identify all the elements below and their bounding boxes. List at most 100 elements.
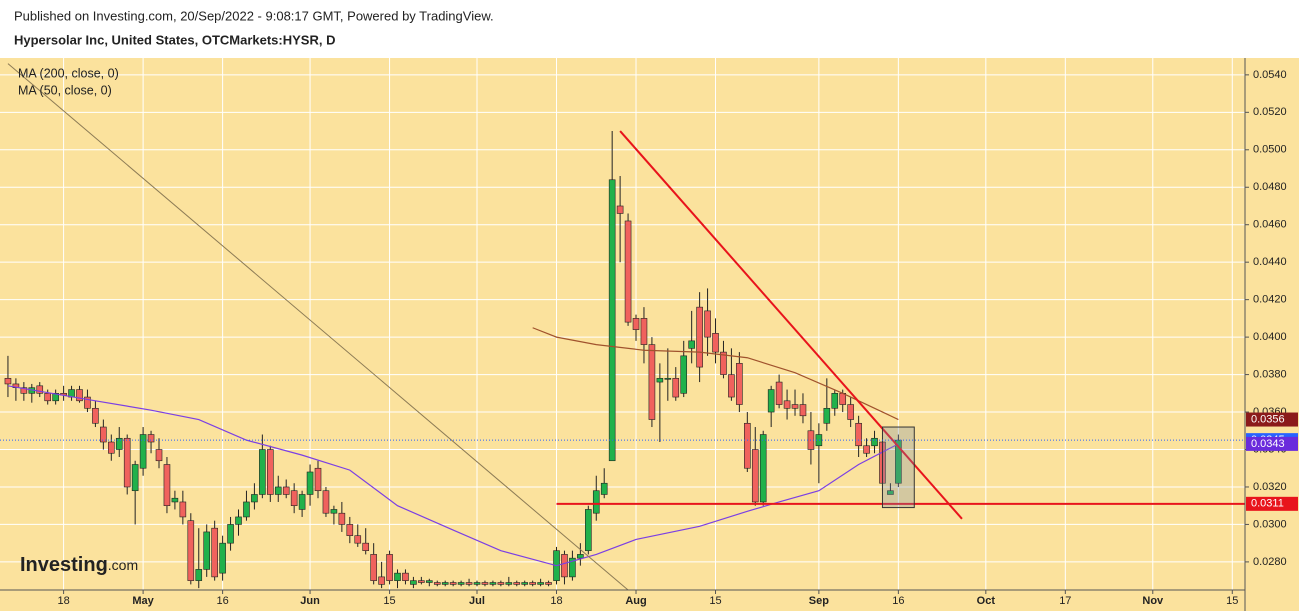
price-label-bg xyxy=(1246,496,1298,511)
x-tick-label: Aug xyxy=(625,595,646,607)
candle-body xyxy=(155,449,163,462)
candle-body xyxy=(767,389,775,413)
candle-body xyxy=(577,554,584,559)
candle-body xyxy=(680,355,688,394)
candle-body xyxy=(640,318,648,345)
candle-body xyxy=(632,318,640,330)
candle-body xyxy=(592,490,600,514)
x-tick-label: Jul xyxy=(469,595,485,607)
candle-body xyxy=(656,378,664,383)
logo-suffix: .com xyxy=(108,557,138,573)
x-tick-label: Jun xyxy=(300,595,320,607)
x-tick-label: 17 xyxy=(1059,595,1071,607)
candle-body xyxy=(290,490,298,507)
candle-body xyxy=(616,205,624,214)
candle-body xyxy=(203,531,211,570)
moving-average xyxy=(532,327,899,421)
candle-body xyxy=(362,542,370,551)
candle-body xyxy=(235,516,242,525)
candle-body xyxy=(211,527,218,578)
candle-body xyxy=(243,501,250,518)
candle-body xyxy=(871,437,878,447)
highlight-box xyxy=(881,426,915,509)
y-tick-label: 0.0280 xyxy=(1253,556,1287,568)
candle-body xyxy=(783,400,791,409)
logo: Investing.com xyxy=(20,554,138,576)
candle-body xyxy=(433,582,441,585)
header-bg xyxy=(0,0,1299,58)
candle-body xyxy=(227,524,234,544)
y-tick-label: 0.0380 xyxy=(1253,368,1287,380)
candle-body xyxy=(648,344,656,420)
candle-body xyxy=(179,501,187,518)
candle-body xyxy=(839,393,847,405)
candle-body xyxy=(100,426,107,443)
candle-body xyxy=(123,437,131,488)
price-label: 0.0356 xyxy=(1251,413,1285,425)
candle-body xyxy=(386,554,393,581)
symbol-title: Hypersolar Inc, United States, OTCMarket… xyxy=(14,32,335,47)
candle-body xyxy=(561,554,568,578)
candle-body xyxy=(4,378,12,385)
x-tick-label: 15 xyxy=(709,595,721,607)
trend-line xyxy=(7,63,629,590)
candle-body xyxy=(863,445,870,454)
candle-body xyxy=(394,572,401,581)
y-tick-label: 0.0400 xyxy=(1253,331,1287,343)
x-tick-label: Nov xyxy=(1142,595,1164,607)
candle-body xyxy=(751,449,759,503)
x-tick-label: 16 xyxy=(892,595,904,607)
y-tick-label: 0.0480 xyxy=(1253,181,1287,193)
price-label-bg xyxy=(1246,412,1298,427)
y-tick-label: 0.0520 xyxy=(1253,106,1287,118)
candle-body xyxy=(847,404,854,420)
y-tick-label: 0.0320 xyxy=(1253,481,1287,493)
candle-body xyxy=(418,580,425,583)
x-tick-label: May xyxy=(132,595,154,607)
candle-body xyxy=(521,582,529,585)
x-tick-label: 18 xyxy=(57,595,69,607)
candle-body xyxy=(688,340,695,349)
trend-line xyxy=(619,130,963,520)
price-label: 0.0311 xyxy=(1251,498,1284,510)
price-label: 0.0343 xyxy=(1251,438,1285,450)
candle-body xyxy=(259,449,266,495)
logo-main: Investing xyxy=(20,554,108,576)
candle-body xyxy=(895,439,902,484)
candle-body xyxy=(624,220,632,323)
candle-body xyxy=(274,486,282,495)
candle-body xyxy=(831,393,839,409)
candle-body xyxy=(569,557,576,578)
candle-body xyxy=(441,582,449,585)
candle-body xyxy=(354,535,362,544)
candle-body xyxy=(664,378,672,380)
legend-entry: MA (200, close, 0) xyxy=(18,66,119,80)
candle-body xyxy=(529,582,536,585)
x-tick-label: Oct xyxy=(977,595,996,607)
candle-body xyxy=(346,524,354,536)
candle-body xyxy=(720,351,727,375)
candle-body xyxy=(823,407,831,424)
candle-body xyxy=(712,333,719,353)
price-label-bg xyxy=(1246,436,1298,451)
candle-body xyxy=(36,385,44,394)
candle-body xyxy=(513,582,521,585)
y-tick-label: 0.0420 xyxy=(1253,294,1287,306)
candle-body xyxy=(465,582,473,585)
candle-body xyxy=(600,482,608,495)
y-tick-label: 0.0440 xyxy=(1253,256,1287,268)
candle-body xyxy=(704,310,711,338)
y-tick-label: 0.0540 xyxy=(1253,69,1287,81)
candle-body xyxy=(378,576,385,585)
candle-body xyxy=(76,389,83,402)
candle-body xyxy=(473,582,481,585)
candle-body xyxy=(163,464,171,507)
candle-body xyxy=(736,363,743,405)
x-tick-label: 15 xyxy=(383,595,395,607)
candle-body xyxy=(489,582,497,585)
candle-body xyxy=(775,381,783,405)
candle-body xyxy=(887,490,894,495)
plot-area xyxy=(0,63,1245,590)
candle-body xyxy=(537,582,544,585)
candle-body xyxy=(84,396,91,409)
